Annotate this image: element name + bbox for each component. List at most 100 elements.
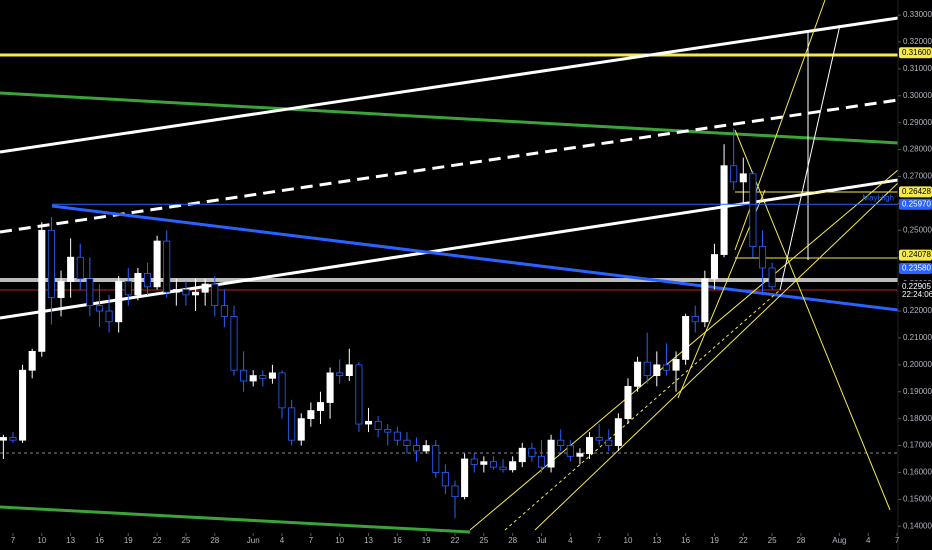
price-label: 0.24078: [902, 250, 931, 259]
x-tick-label: 19: [710, 536, 719, 545]
candle-body: [86, 278, 94, 307]
candle-body: [576, 453, 584, 457]
price-label-box: [899, 47, 932, 59]
candle-body: [566, 445, 574, 457]
x-tick-label: 16: [393, 536, 402, 545]
candle-body: [384, 429, 392, 433]
candle-body: [249, 375, 257, 382]
candle-body: [547, 439, 555, 468]
candle-body: [730, 165, 738, 183]
candle-body: [288, 407, 296, 441]
candle-body: [336, 372, 344, 377]
x-tick-label: 25: [768, 536, 777, 545]
price-label: 0.22905: [902, 282, 931, 291]
y-tick-label: 0.25000: [903, 225, 932, 234]
price-label-box: [899, 249, 932, 261]
candle-body: [57, 281, 65, 298]
candle-body: [691, 316, 699, 323]
candle-body: [557, 439, 565, 446]
candle-body: [393, 431, 401, 441]
candle-body: [374, 420, 382, 430]
x-tick-label: 10: [37, 536, 46, 545]
y-tick-label: 0.17000: [903, 441, 932, 450]
candle-body: [422, 445, 430, 452]
x-tick-label: 4: [568, 536, 573, 545]
x-tick-label: 19: [124, 536, 133, 545]
x-tick-label: 25: [479, 536, 488, 545]
x-tick-label: 13: [364, 536, 373, 545]
line-note: MayHigh: [862, 193, 894, 202]
candle-body: [28, 350, 36, 371]
candle-body: [701, 278, 709, 323]
x-tick-label: 16: [95, 536, 104, 545]
candle-body: [710, 254, 718, 280]
x-tick-label: 22: [451, 536, 460, 545]
candle-body: [595, 437, 603, 441]
candle-body: [163, 240, 171, 293]
y-tick-label: 0.19000: [903, 387, 932, 396]
y-tick-label: 0.29000: [903, 118, 932, 127]
x-tick-label: 28: [508, 536, 517, 545]
candle-body: [586, 437, 594, 455]
y-tick-label: 0.14000: [903, 521, 932, 530]
candle-body: [278, 372, 286, 409]
x-tick-label: Jul: [536, 536, 546, 545]
y-tick-label: 0.33000: [903, 10, 932, 19]
candle-body: [143, 272, 152, 288]
y-tick-label: 0.18000: [903, 414, 932, 423]
candle-body: [355, 364, 363, 425]
x-tick-label: 7: [11, 536, 16, 545]
x-tick-label: 10: [624, 536, 633, 545]
y-tick-label: 0.21000: [903, 333, 932, 342]
candle-body: [432, 445, 440, 473]
candle-body: [749, 173, 757, 247]
candle-body: [720, 165, 728, 255]
candle-body: [653, 364, 661, 377]
candle-body: [172, 289, 180, 293]
candle-body: [38, 229, 46, 352]
candle-body: [134, 272, 142, 296]
price-label-box: [899, 186, 932, 198]
countdown: 22:24:06: [902, 290, 932, 299]
x-tick-label: 7: [597, 536, 602, 545]
candle-body: [461, 458, 469, 498]
x-tick-label: 25: [181, 536, 190, 545]
candle-body: [518, 447, 526, 463]
y-tick-label: 0.16000: [903, 468, 932, 477]
candle-body: [605, 439, 613, 446]
candle-body: [326, 372, 334, 403]
candle-body: [19, 369, 27, 441]
candle-body: [316, 402, 324, 411]
y-tick-label: 0.15000: [903, 494, 932, 503]
x-tick-label: 13: [652, 536, 661, 545]
candle-body: [182, 289, 190, 296]
candle-body: [480, 461, 488, 465]
y-tick-label: 0.31000: [903, 64, 932, 73]
candle-body: [211, 283, 219, 307]
candle-body: [95, 305, 103, 312]
candle-body: [739, 173, 747, 183]
candle-body: [115, 281, 123, 323]
candle-body: [230, 316, 238, 371]
x-tick-label: Jun: [247, 536, 260, 545]
candle-body: [153, 240, 161, 288]
candle-body: [768, 267, 776, 288]
candle-body: [682, 316, 690, 360]
price-label-box: [899, 281, 932, 302]
x-tick-label: 28: [796, 536, 805, 545]
price-label: 0.31600: [902, 48, 931, 57]
candle-body: [192, 291, 200, 296]
x-tick-label: 19: [422, 536, 431, 545]
candle-body: [441, 472, 449, 487]
candle-body: [537, 455, 546, 468]
candle-body: [364, 420, 373, 425]
x-tick-label: Aug: [832, 536, 846, 545]
y-tick-label: 0.30000: [903, 91, 932, 100]
candle-body: [489, 461, 497, 468]
candle-body: [201, 283, 209, 293]
candle-body: [403, 439, 411, 446]
candle-body: [268, 372, 276, 379]
y-tick-label: 0.20000: [903, 360, 932, 369]
candle-body: [614, 418, 622, 446]
y-tick-label: 0.27000: [903, 172, 932, 181]
